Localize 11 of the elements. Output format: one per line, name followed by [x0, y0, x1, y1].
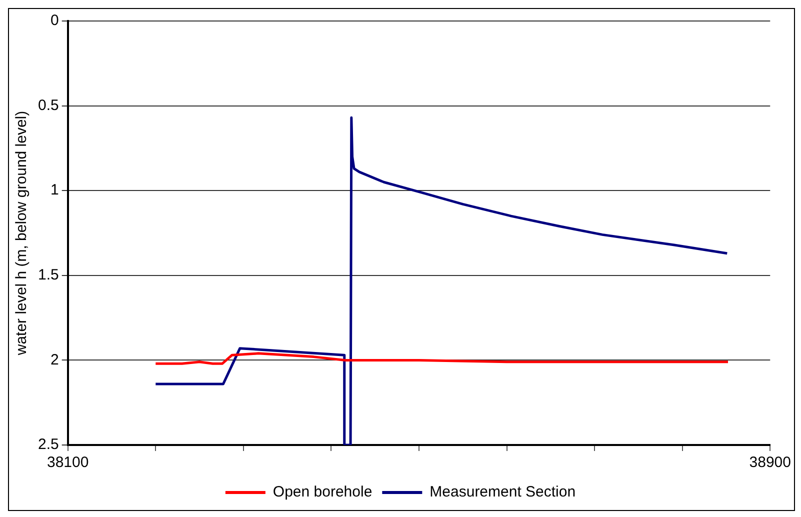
y-tick-label: 1.5 [38, 266, 59, 284]
y-tick-label: 1 [50, 182, 59, 199]
y-tick-label: 2.5 [38, 436, 59, 454]
x-tick-label: 38900 [749, 454, 792, 472]
y-tick-label: 0.5 [38, 96, 59, 114]
legend-label: Measurement Section [430, 484, 576, 501]
legend-label: Open borehole [272, 484, 372, 501]
y-tick-label: 2 [50, 351, 59, 368]
x-tick-label: 38100 [46, 454, 89, 472]
y-axis-title: water level h (m, below ground level) [13, 110, 30, 356]
y-tick-label: 0 [50, 12, 59, 30]
